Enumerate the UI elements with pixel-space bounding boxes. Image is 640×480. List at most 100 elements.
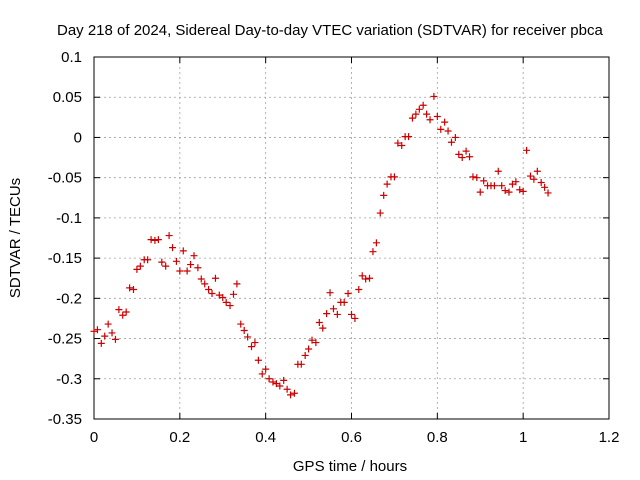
data-point bbox=[315, 318, 323, 326]
data-point bbox=[355, 285, 363, 293]
data-point bbox=[462, 147, 470, 155]
data-point bbox=[104, 320, 112, 328]
data-point bbox=[412, 110, 420, 118]
data-point bbox=[541, 183, 549, 191]
data-point bbox=[251, 339, 259, 347]
data-point bbox=[344, 290, 352, 298]
plot-frame bbox=[93, 56, 610, 420]
data-point bbox=[390, 173, 398, 181]
data-point bbox=[97, 339, 105, 347]
data-point bbox=[136, 262, 144, 270]
data-point bbox=[147, 236, 155, 244]
data-point bbox=[408, 114, 416, 122]
data-point bbox=[476, 188, 484, 196]
data-point bbox=[383, 180, 391, 188]
data-point bbox=[437, 125, 445, 133]
data-point bbox=[179, 247, 187, 255]
data-point bbox=[426, 116, 434, 124]
x-axis-label: GPS time / hours bbox=[293, 458, 407, 475]
data-point bbox=[119, 311, 127, 319]
data-point bbox=[419, 101, 427, 109]
y-tick-label: 0 bbox=[74, 129, 82, 146]
data-point bbox=[301, 351, 309, 359]
data-point bbox=[154, 236, 162, 244]
data-point bbox=[319, 324, 327, 332]
data-point bbox=[262, 365, 270, 373]
data-point bbox=[326, 289, 334, 297]
data-point bbox=[122, 308, 130, 316]
data-point bbox=[498, 182, 506, 190]
data-point bbox=[312, 339, 320, 347]
data-point bbox=[358, 272, 366, 280]
data-point bbox=[480, 177, 488, 185]
data-point bbox=[455, 150, 463, 158]
data-point bbox=[366, 274, 374, 282]
data-point bbox=[433, 113, 441, 121]
data-point bbox=[90, 327, 98, 335]
data-point bbox=[423, 110, 431, 118]
data-point bbox=[533, 167, 541, 175]
data-point bbox=[333, 310, 341, 318]
data-point bbox=[297, 360, 305, 368]
y-axis-label: SDTVAR / TECUs bbox=[7, 178, 24, 298]
data-point bbox=[519, 187, 527, 195]
data-point bbox=[441, 118, 449, 126]
x-tick-label: 0.4 bbox=[255, 429, 276, 446]
data-point bbox=[194, 264, 202, 272]
y-tick-label: -0.35 bbox=[48, 411, 82, 428]
y-tick-label: -0.05 bbox=[48, 170, 82, 187]
data-point bbox=[190, 252, 198, 260]
data-point bbox=[287, 391, 295, 399]
data-point bbox=[222, 298, 230, 306]
data-point bbox=[526, 172, 534, 180]
data-point bbox=[151, 236, 159, 244]
data-points bbox=[90, 92, 552, 399]
data-point bbox=[237, 320, 245, 328]
data-point bbox=[158, 258, 166, 266]
data-point bbox=[208, 290, 216, 298]
data-point bbox=[165, 232, 173, 240]
grid-lines bbox=[94, 57, 609, 419]
x-tick-label: 0.6 bbox=[341, 429, 362, 446]
x-tick-label: 0 bbox=[90, 429, 98, 446]
data-point bbox=[280, 376, 288, 384]
data-point bbox=[101, 332, 109, 340]
data-point bbox=[258, 370, 266, 378]
data-point bbox=[233, 280, 241, 288]
data-point bbox=[283, 385, 291, 393]
data-point bbox=[530, 175, 538, 183]
data-point bbox=[265, 375, 273, 383]
data-point bbox=[544, 189, 552, 197]
y-tick-label: -0.25 bbox=[48, 331, 82, 348]
x-tick-label: 1 bbox=[519, 429, 527, 446]
data-point bbox=[226, 302, 234, 310]
chart-title: Day 218 of 2024, Sidereal Day-to-day VTE… bbox=[57, 22, 603, 39]
data-point bbox=[197, 275, 205, 283]
data-point bbox=[398, 141, 406, 149]
data-point bbox=[444, 127, 452, 135]
x-tick-label: 0.2 bbox=[169, 429, 190, 446]
data-point bbox=[494, 167, 502, 175]
data-point bbox=[269, 378, 277, 386]
data-point bbox=[133, 265, 141, 273]
data-point bbox=[473, 174, 481, 182]
data-point bbox=[469, 173, 477, 181]
x-tick-label: 0.8 bbox=[427, 429, 448, 446]
data-point bbox=[201, 280, 209, 288]
data-point bbox=[348, 310, 355, 318]
data-point bbox=[183, 267, 191, 275]
y-tick-label: 0.1 bbox=[61, 49, 82, 66]
data-point bbox=[405, 133, 413, 141]
data-point bbox=[308, 336, 316, 344]
data-point bbox=[129, 285, 137, 293]
data-point bbox=[211, 274, 219, 282]
data-point bbox=[108, 329, 116, 337]
data-point bbox=[351, 314, 359, 322]
data-point bbox=[376, 209, 384, 217]
y-tick-label: 0.05 bbox=[53, 89, 82, 106]
tick-labels: 0 0.2 0.4 0.6 0.8 1 1.2 -0.35 -0.3 -0.25 -0.2 -0.15… bbox=[48, 49, 620, 446]
data-point bbox=[523, 146, 531, 154]
data-point bbox=[516, 186, 524, 194]
data-point bbox=[115, 306, 123, 314]
data-point bbox=[162, 262, 170, 270]
